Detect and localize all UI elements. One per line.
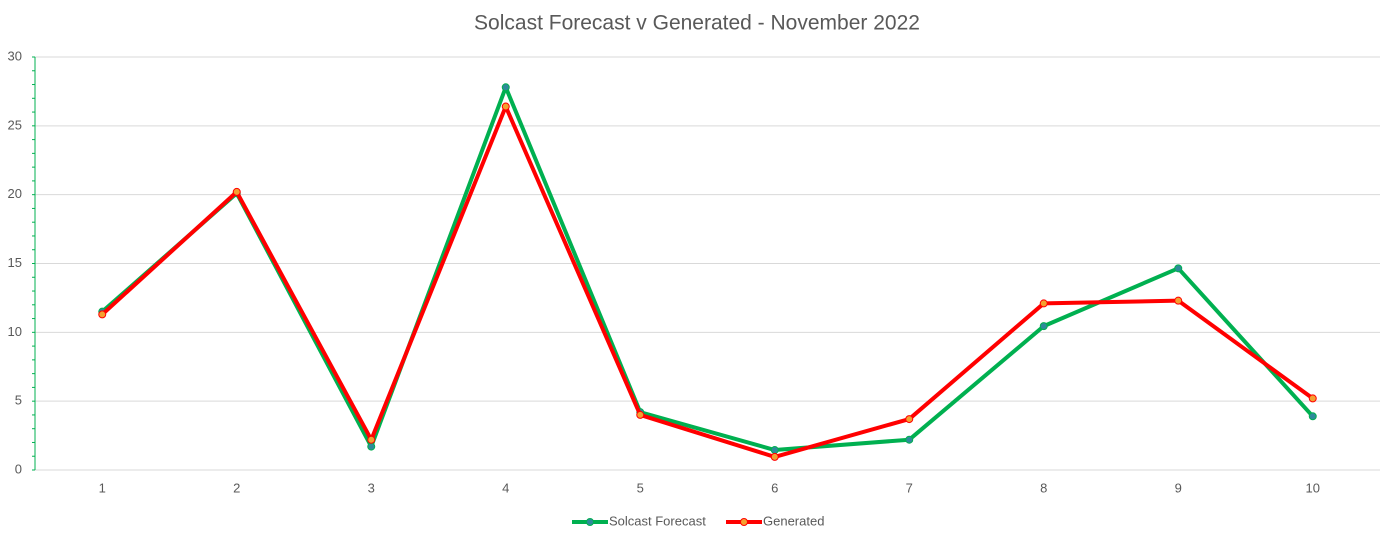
point-marker xyxy=(1174,296,1183,305)
y-tick-label: 0 xyxy=(15,461,22,476)
point-marker xyxy=(1308,412,1317,421)
point-marker xyxy=(1039,322,1048,331)
x-tick-label: 2 xyxy=(233,480,240,495)
point-marker xyxy=(98,310,107,319)
point-marker xyxy=(770,446,779,455)
point-marker xyxy=(501,102,510,111)
y-tick-label: 15 xyxy=(8,255,22,270)
point-marker xyxy=(1308,394,1317,403)
series-line xyxy=(100,104,1314,459)
chart-title: Solcast Forecast v Generated - November … xyxy=(474,12,920,35)
x-tick-label: 4 xyxy=(502,480,509,495)
x-tick-label: 3 xyxy=(368,480,375,495)
legend-marker xyxy=(586,518,594,526)
x-tick-label: 8 xyxy=(1040,480,1047,495)
point-marker xyxy=(770,452,779,461)
y-tick-label: 10 xyxy=(8,324,22,339)
point-marker xyxy=(501,83,510,92)
x-tick-label: 5 xyxy=(637,480,644,495)
legend-label: Generated xyxy=(763,513,824,528)
point-marker xyxy=(1174,264,1183,273)
x-tick-label: 7 xyxy=(906,480,913,495)
legend-marker xyxy=(740,518,748,526)
x-tick-label: 10 xyxy=(1306,480,1320,495)
point-marker xyxy=(232,187,241,196)
point-marker xyxy=(905,415,914,424)
y-tick-label: 20 xyxy=(8,186,22,201)
legend-label: Solcast Forecast xyxy=(609,513,706,528)
point-marker xyxy=(367,442,376,451)
x-tick-label: 9 xyxy=(1175,480,1182,495)
point-marker xyxy=(905,435,914,444)
point-marker xyxy=(1039,299,1048,308)
y-tick-label: 5 xyxy=(15,393,22,408)
x-tick-label: 1 xyxy=(99,480,106,495)
x-tick-label: 6 xyxy=(771,480,778,495)
point-marker xyxy=(636,410,645,419)
y-tick-label: 25 xyxy=(8,117,22,132)
point-marker xyxy=(367,435,376,444)
y-tick-label: 30 xyxy=(8,48,22,63)
